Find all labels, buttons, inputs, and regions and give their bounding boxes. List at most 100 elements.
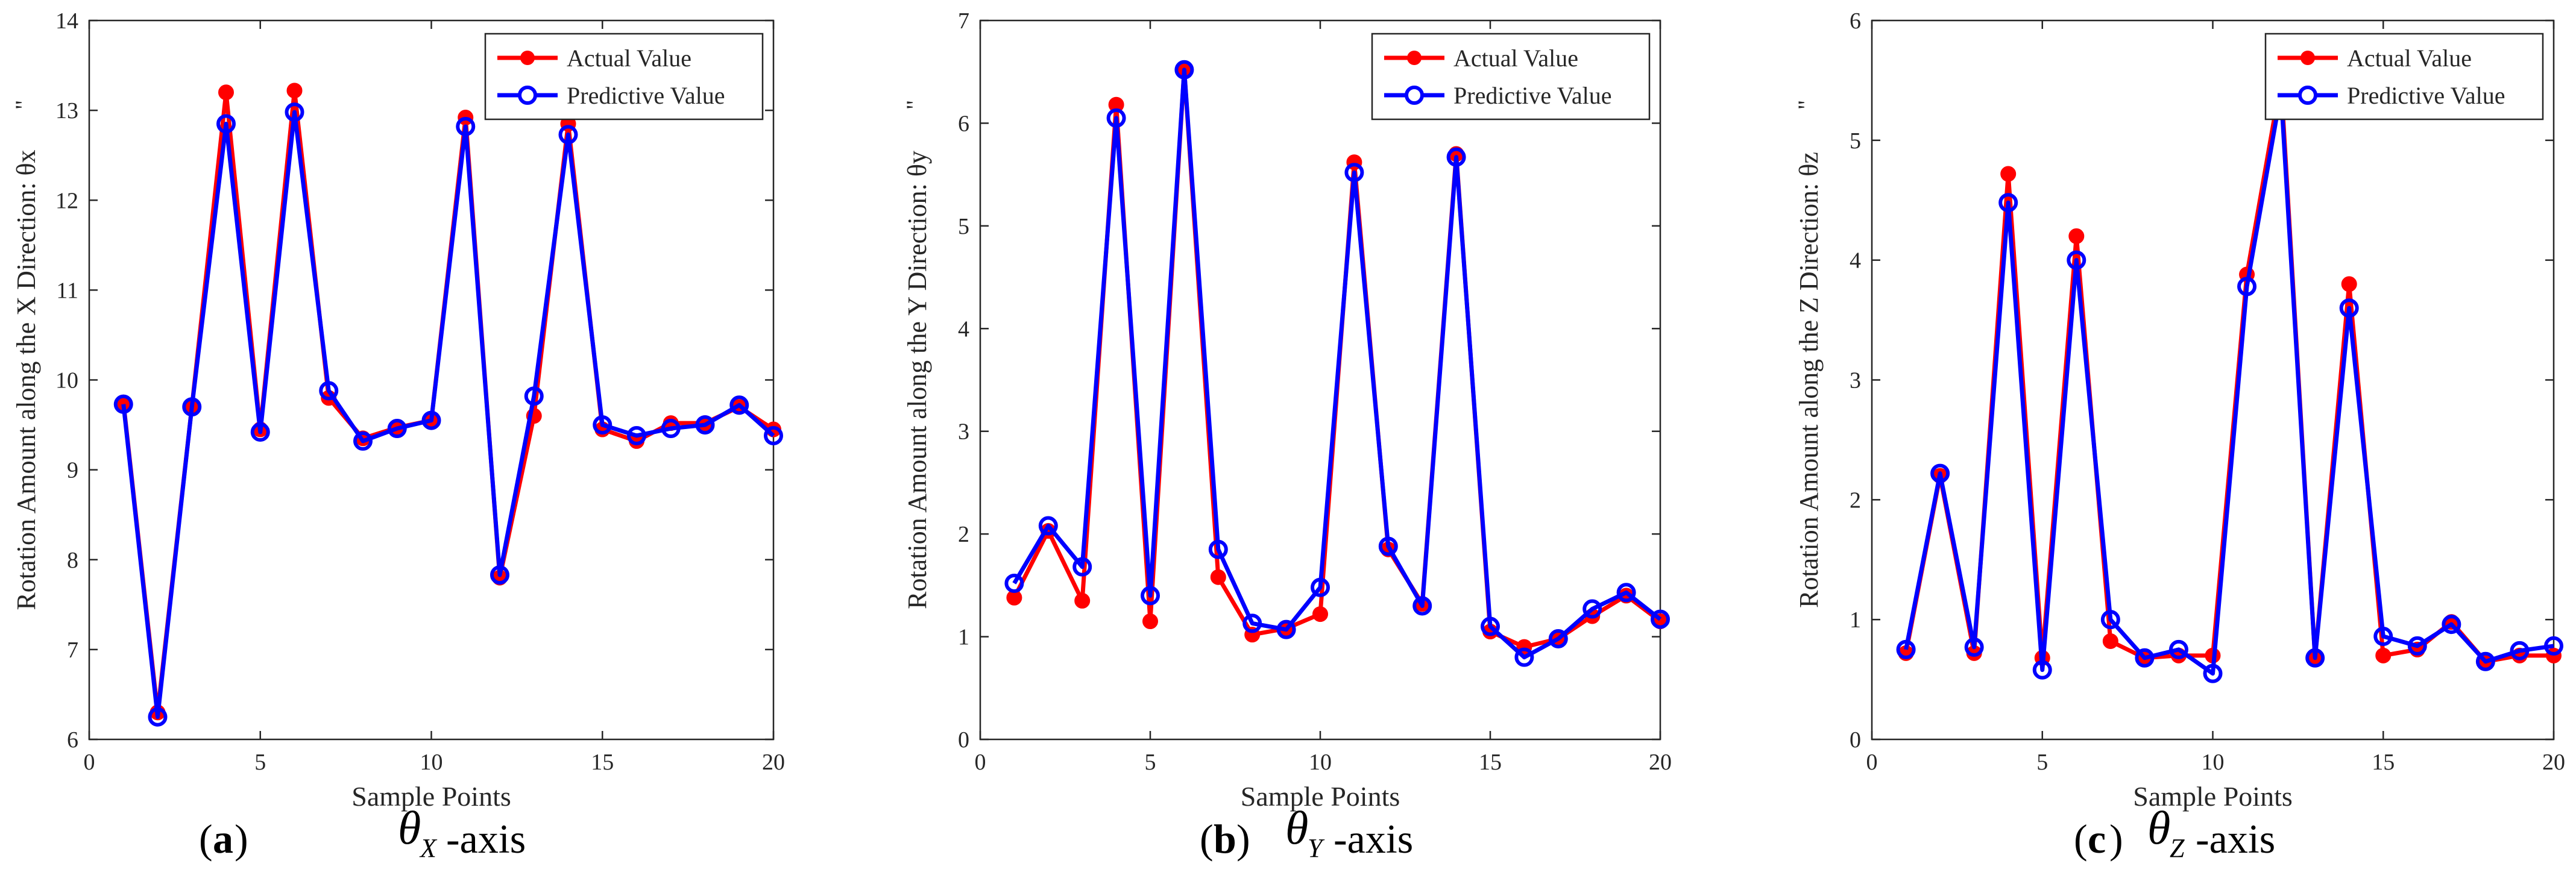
panel-c-caption-theta: θ — [2147, 801, 2170, 854]
panel-b-predictive-point — [1446, 147, 1466, 167]
panel-b-x-tick-label: 5 — [1145, 750, 1156, 775]
panel-b-legend-label-actual: Actual Value — [1453, 45, 1578, 72]
panel-a-caption-label: a — [213, 816, 233, 862]
panel-c-predictive-point — [2407, 636, 2427, 656]
panel-b-legend-box — [1371, 33, 1651, 121]
panel-c-y-axis-label: Rotation Amount along the Z Direction: θ… — [1794, 152, 1824, 608]
panel-a-predictive-point — [524, 386, 544, 406]
panel-a-x-tick-label: 15 — [591, 750, 614, 775]
panel-c-y-unit-mark: " — [1793, 100, 1820, 110]
panel-a-y-tick-label: 6 — [67, 727, 78, 753]
panel-a-actual-point — [286, 83, 303, 99]
panel-c-y-tick-label: 4 — [1850, 248, 1861, 274]
panel-a-predictive-point — [695, 415, 715, 435]
panel-a-legend-label-actual: Actual Value — [567, 45, 691, 72]
panel-a-predictive-point — [148, 707, 168, 727]
panel-c-predictive-point — [1964, 637, 1984, 657]
panel-c-predictive-point — [2067, 250, 2086, 270]
panel-c-predictive-point — [2373, 627, 2393, 647]
panel-c-predictive-point — [2168, 639, 2188, 659]
panel-a-y-tick-label: 14 — [55, 8, 78, 34]
panel-c-caption: ( c ) θ Z -axis — [2074, 801, 2275, 863]
panel-a-chart: 0 5 10 15 20 6 7 8 9 10 11 12 13 14 Sample Points Rotat… — [10, 8, 785, 812]
panel-a-predictive-point — [182, 397, 202, 417]
panel-b-y-unit-mark: " — [901, 100, 928, 110]
panel-a-y-tick-label: 10 — [55, 368, 78, 394]
panel-a-legend-marker-predictive — [518, 86, 537, 105]
panel-a-predictive-point — [285, 102, 304, 122]
panel-c-predictive-point — [2510, 641, 2530, 660]
panel-a-x-tick-label: 10 — [420, 750, 443, 775]
panel-c-actual-point — [2375, 647, 2392, 663]
panel-c-caption-suffix: -axis — [2196, 816, 2275, 862]
panel-a-predictive-point — [764, 425, 783, 445]
panel-b-predictive-point — [1072, 557, 1092, 577]
panel-b-caption-open: ( — [1200, 816, 1214, 862]
panel-b-y-tick-label: 7 — [958, 8, 969, 34]
panel-a-predictive-point — [421, 410, 441, 430]
panel-a-caption-close: ) — [235, 816, 248, 862]
panel-c-predictive-point — [2203, 663, 2223, 683]
panel-b-y-tick-label: 4 — [958, 316, 969, 342]
panel-a-caption: ( a ) θ X -axis — [199, 801, 526, 863]
panel-a-caption-theta: θ — [398, 801, 421, 854]
panel-b-x-tick-label: 15 — [1479, 750, 1502, 775]
panel-a-y-tick-label: 7 — [67, 638, 78, 663]
panel-c-predictive-point — [2442, 615, 2461, 635]
panel-a-y-unit-mark: " — [10, 100, 37, 110]
panel-c-y-tick-label: 3 — [1850, 368, 1861, 394]
panel-b-caption-suffix: -axis — [1334, 816, 1413, 862]
panel-a-predictive-point — [216, 114, 236, 134]
panel-a-y-axis-label: Rotation Amount along the X Direction: θ… — [11, 149, 41, 610]
panel-a-y-tick-label: 11 — [56, 278, 78, 303]
panel-b-caption-subscript: Y — [1308, 833, 1325, 863]
panel-b-predictive-point — [1208, 539, 1228, 559]
panel-c-caption-close: ) — [2109, 816, 2123, 862]
panel-b-predictive-point — [1344, 163, 1364, 183]
panel-c-predictive-point — [2135, 648, 2155, 668]
panel-c-legend-box — [2264, 33, 2544, 121]
panel-b-legend-marker-actual — [1407, 51, 1422, 65]
panel-b-predictive-point — [1242, 613, 1262, 633]
panel-b-y-tick-label: 2 — [958, 522, 969, 547]
panel-c-y-tick-label: 1 — [1850, 607, 1861, 633]
panel-a-x-tick-label: 5 — [254, 750, 266, 775]
panel-b-y-axis-label: Rotation Amount along the Y Direction: θ… — [902, 151, 932, 609]
panel-a-legend-marker-actual — [520, 51, 535, 65]
panel-b-legend-marker-predictive — [1405, 86, 1424, 105]
panel-b-predictive-point — [1616, 583, 1636, 603]
panel-c-caption-subscript: Z — [2170, 833, 2185, 863]
panel-b-predictive-point — [1106, 108, 1126, 128]
panel-b-predictive-point — [1004, 573, 1024, 593]
panel-b-predictive-point — [1514, 647, 1534, 667]
panel-c-y-tick-label: 6 — [1850, 8, 1861, 34]
panel-a-predictive-point — [558, 125, 578, 145]
panel-c-y-tick-label: 0 — [1850, 727, 1861, 753]
panel-b-chart: 0 5 10 15 20 0 1 2 3 4 5 6 7 Sample Points Rotation Am… — [901, 8, 1672, 812]
panel-c-y-tick-label: 5 — [1850, 128, 1861, 154]
panel-b-predictive-point — [1582, 599, 1602, 619]
panel-c-predictive-point — [2100, 610, 2120, 630]
panel-c-predictive-point — [2544, 636, 2563, 656]
panel-c-x-tick-label: 15 — [2372, 750, 2395, 775]
panel-c-legend-label-actual: Actual Value — [2347, 45, 2472, 72]
panel-b-predictive-point — [1651, 609, 1670, 629]
panel-b-y-tick-label: 6 — [958, 111, 969, 136]
panel-b-predictive-point — [1174, 60, 1194, 80]
panel-c-predictive-point — [2032, 660, 2052, 680]
panel-a-predictive-point — [490, 565, 509, 585]
panel-c-legend-marker-predictive — [2298, 86, 2317, 105]
panel-a-plot-frame — [88, 19, 775, 741]
panel-a-predictive-point — [113, 394, 133, 414]
panel-b-actual-point — [1210, 569, 1226, 585]
panel-c-actual-point — [2102, 633, 2118, 649]
panel-b-predictive-point — [1378, 536, 1398, 556]
panel-b-predictive-point — [1311, 577, 1330, 597]
panel-b-y-tick-label: 0 — [958, 727, 969, 753]
panel-b-x-tick-label: 0 — [975, 750, 986, 775]
panel-b-predictive-point — [1276, 619, 1296, 639]
panel-a-y-tick-label: 9 — [67, 458, 78, 483]
panel-b-predictive-point — [1481, 616, 1500, 636]
panel-a-series-predictive-line — [121, 110, 775, 720]
